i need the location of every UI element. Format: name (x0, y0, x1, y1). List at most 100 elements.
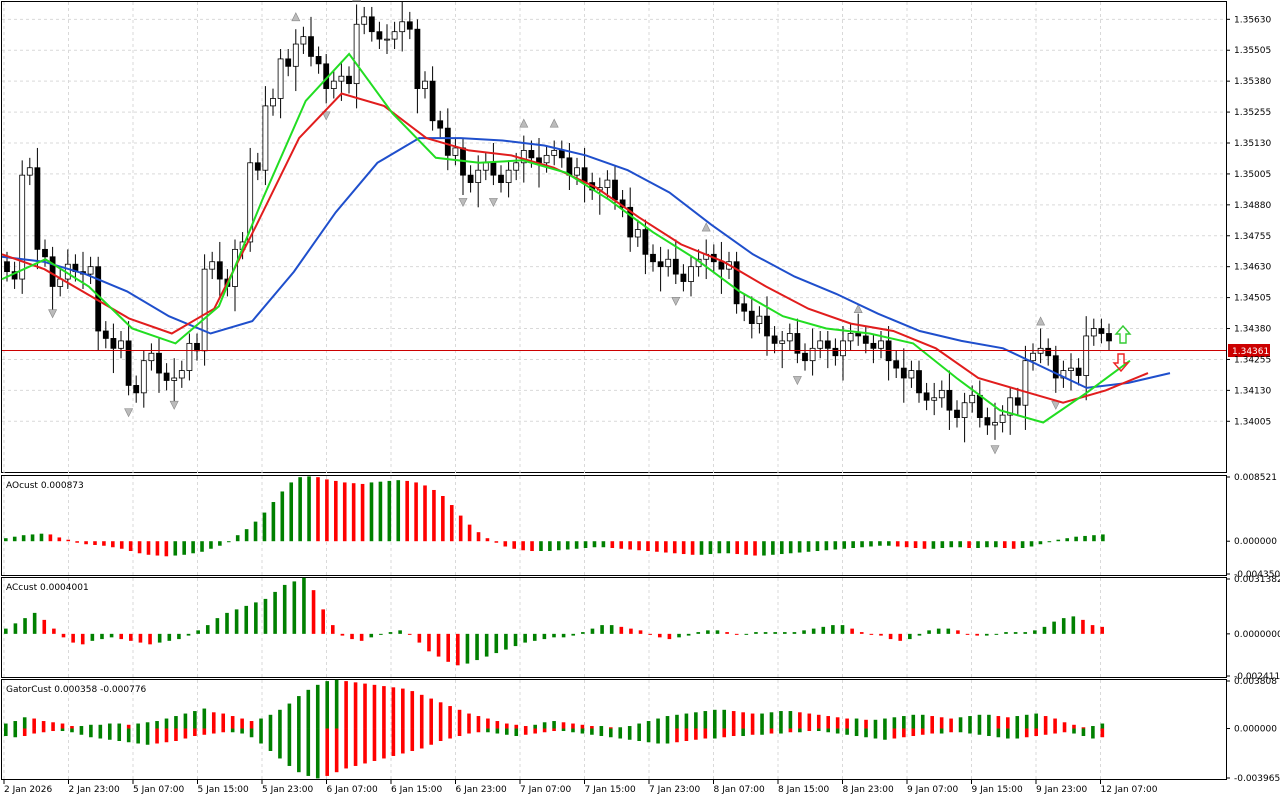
ao-bar (1092, 535, 1096, 542)
candle (779, 331, 786, 369)
ac-y-tick-label: 0.0031382 (1234, 575, 1280, 585)
gator-upper-bar (788, 711, 793, 729)
ao-bar (262, 512, 267, 542)
candle-body (657, 261, 664, 268)
alligator-line-lips (1, 52, 1131, 424)
candle (1014, 387, 1021, 416)
candle-body (520, 150, 527, 164)
ac-bar (648, 633, 652, 635)
ac-bar (379, 633, 383, 635)
candle-body (748, 310, 755, 324)
gator-lower-bar (722, 728, 727, 738)
gator-upper-bar (89, 724, 93, 729)
ao-bar (574, 541, 579, 549)
gator-lower-bar (835, 728, 840, 734)
fractal-marker-icon (488, 198, 498, 208)
gator-upper-bar (183, 713, 188, 729)
gator-upper-bar (665, 716, 670, 729)
gator-upper-bar (155, 721, 159, 729)
candle (908, 360, 915, 388)
candle-body (650, 253, 656, 263)
gator-lower-bar (1043, 728, 1048, 735)
ao-bar (842, 541, 847, 549)
ac-bar (831, 625, 835, 634)
gator-upper-bar (429, 698, 433, 729)
fractal-marker-icon (671, 297, 681, 306)
gator-upper-bar (722, 709, 727, 729)
candle-body (916, 370, 922, 394)
ac-bar (186, 633, 191, 636)
ao-bar (342, 482, 347, 542)
gator-upper-bar (315, 684, 320, 729)
candle-body (893, 360, 900, 369)
ao-bar (503, 541, 508, 547)
ao-bar (119, 541, 124, 549)
gator-upper-bar (1043, 716, 1048, 729)
ao-bar (664, 541, 668, 553)
fractal-marker-icon (48, 309, 58, 319)
gator-upper-bar (1100, 723, 1105, 729)
ac-bar (157, 633, 162, 643)
candle-body (817, 340, 824, 349)
candle-body (870, 342, 877, 349)
gator-upper-bar (306, 689, 311, 729)
ac-bar (619, 626, 624, 634)
ac-bar (1100, 626, 1104, 634)
gator-upper-bar (968, 716, 972, 729)
candle (1068, 353, 1074, 391)
ao-bar (762, 541, 766, 556)
candle (771, 326, 778, 354)
gator-upper-bar (401, 688, 405, 729)
gator-lower-bar (712, 728, 717, 739)
ac-bar (52, 628, 56, 634)
gator-lower-bar (533, 728, 537, 734)
gator-upper-bar (372, 684, 377, 729)
gator-upper-bar (608, 727, 613, 729)
candle-body (543, 154, 550, 164)
candle-body (19, 174, 26, 280)
candle-body (604, 179, 611, 188)
ao-bar (21, 535, 26, 542)
gator-lower-bar (892, 728, 897, 739)
gator-upper-bar (287, 703, 292, 729)
ao-bar (878, 541, 882, 546)
gator-lower-bar (1053, 728, 1057, 734)
candle-body (368, 16, 375, 33)
candle-body (642, 229, 649, 255)
y-tick-label: 1.34755 (1234, 232, 1271, 242)
candle-body (786, 333, 793, 342)
candle (118, 331, 124, 359)
ac-bar (975, 633, 979, 636)
gator-lower-bar (211, 728, 216, 734)
ao-bar (351, 483, 356, 542)
ao-bar (985, 541, 989, 548)
ao-bar (895, 541, 900, 547)
gator-upper-bar (391, 687, 396, 729)
ac-bar (282, 584, 287, 634)
candle (1052, 345, 1059, 393)
gator-lower-bar (353, 728, 358, 766)
ac-title: ACcust 0.0004001 (6, 583, 89, 593)
candle (824, 331, 831, 369)
ao-bar (913, 541, 918, 548)
candle (399, 2, 406, 52)
candle (1083, 316, 1090, 401)
candle-body (665, 258, 672, 268)
candle (133, 375, 140, 403)
ao-bar (209, 541, 213, 549)
ac-bar (1033, 630, 1037, 634)
gator-lower-bar (627, 728, 632, 740)
candle (422, 71, 428, 99)
ac-bar (100, 633, 104, 640)
candle-body (300, 36, 307, 45)
fractal-marker-icon (990, 445, 1000, 455)
candle-body (42, 248, 48, 258)
ac-bar (388, 632, 393, 634)
gator-lower-bar (864, 728, 868, 738)
candle (384, 24, 390, 54)
gator-lower-bar (958, 728, 963, 733)
ac-bar (542, 633, 547, 640)
candle-body (900, 367, 907, 379)
ac-bar (773, 632, 777, 634)
